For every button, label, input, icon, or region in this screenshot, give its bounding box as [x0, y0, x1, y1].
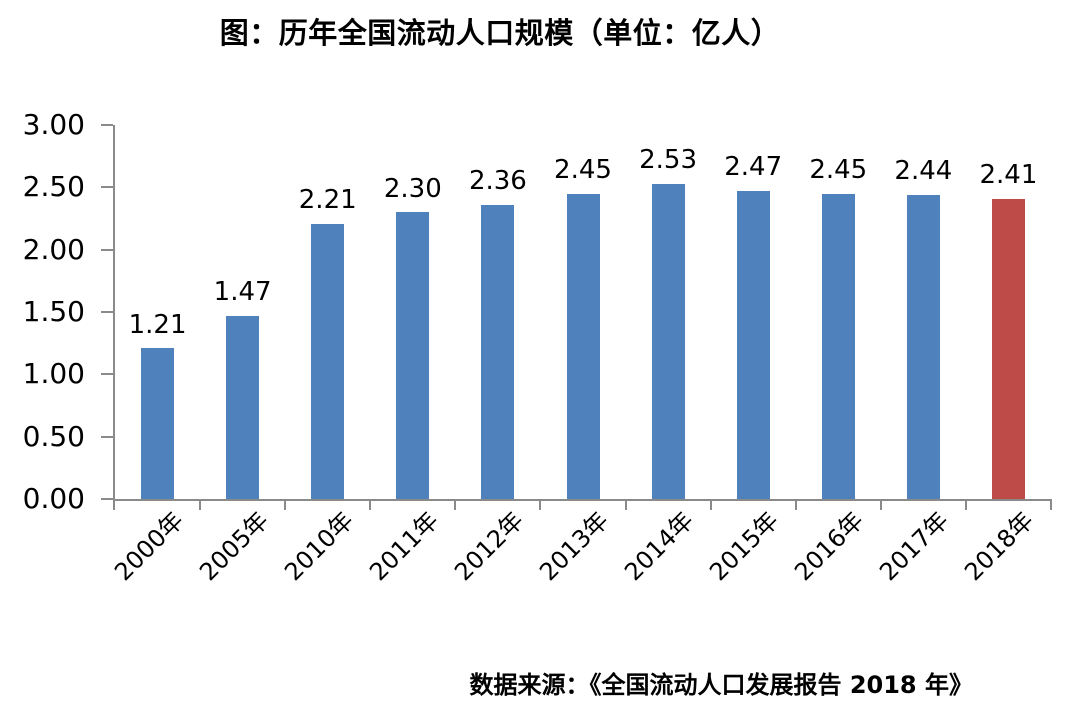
bar-2015年	[736, 191, 770, 499]
x-axis-category-label: 2011年	[363, 506, 444, 587]
chart-title: 图：历年全国流动人口规模（单位：亿人）	[219, 16, 781, 50]
y-axis-tick	[101, 498, 113, 500]
bar-value-label: 2.30	[383, 173, 442, 204]
bar-value-label: 2.45	[554, 154, 612, 185]
bar-value-label: 1.21	[128, 309, 187, 340]
bar-2012年	[481, 204, 515, 499]
x-axis-category-label: 2005年	[193, 506, 274, 587]
x-axis-category-label: 2015年	[704, 506, 785, 587]
x-axis-category-label: 2000年	[108, 506, 189, 587]
x-axis-tick	[539, 499, 542, 510]
bar-2017年	[906, 194, 940, 499]
x-axis-category-label: 2014年	[619, 506, 700, 587]
x-axis-tick	[964, 499, 967, 510]
bar-2016年	[821, 193, 855, 499]
y-axis-label: 1.00	[22, 357, 85, 391]
bar-value-label: 2.21	[298, 184, 357, 215]
bar-2013年	[566, 193, 600, 499]
bar-value-label: 2.41	[979, 159, 1038, 190]
y-axis-tick	[101, 311, 113, 313]
bar-value-label: 2.53	[639, 145, 698, 175]
y-axis-label: 0.00	[22, 482, 85, 515]
x-axis-tick	[454, 499, 457, 510]
bar-value-label: 2.45	[809, 154, 868, 185]
x-axis-tick	[284, 499, 287, 510]
bar-2014年	[651, 183, 685, 499]
x-axis-category-label: 2013年	[534, 506, 615, 587]
plot-area: 0.00 0.50 1.00 1.50 2.00 2.50 3.00 1.21 2000年 1.4…	[23, 111, 1052, 586]
bar-2010年	[311, 223, 345, 499]
source-note: 数据来源：《全国流动人口发展报告 2018 年》	[469, 671, 973, 699]
y-axis-label: 1.50	[22, 295, 85, 328]
y-axis-extension	[113, 499, 115, 510]
x-axis-category-label: 2017年	[874, 506, 955, 587]
x-axis-tick	[624, 499, 627, 510]
x-axis-category-label: 2018年	[959, 506, 1040, 587]
y-axis-tick	[101, 248, 113, 251]
y-axis-tick	[101, 124, 113, 126]
y-axis-label: 0.50	[22, 419, 85, 453]
x-axis-tick	[879, 499, 882, 510]
bar-2000年	[141, 348, 175, 499]
x-axis-tick	[794, 499, 797, 510]
bar-value-label: 2.44	[894, 156, 953, 187]
x-axis-category-label: 2012年	[449, 506, 529, 587]
x-axis-tick	[709, 499, 712, 510]
y-axis-tick	[101, 435, 113, 438]
y-axis-tick	[101, 186, 113, 189]
bar-2005年	[226, 315, 260, 499]
bar-2011年	[396, 212, 430, 499]
y-axis-label: 3.00	[22, 108, 85, 141]
bar-2018年	[991, 198, 1025, 499]
y-axis-label: 2.50	[22, 170, 85, 204]
bar-value-label: 2.36	[468, 166, 527, 197]
bar-value-label: 2.47	[724, 152, 783, 183]
x-axis-tick	[199, 499, 202, 510]
x-axis-category-label: 2010年	[278, 506, 359, 587]
x-axis-tick	[369, 499, 372, 510]
y-axis-tick	[101, 373, 113, 376]
y-axis-label: 2.00	[22, 232, 85, 266]
bar-value-label: 1.47	[213, 277, 272, 308]
x-axis-tick	[1050, 499, 1052, 510]
x-axis-category-label: 2016年	[789, 506, 870, 587]
